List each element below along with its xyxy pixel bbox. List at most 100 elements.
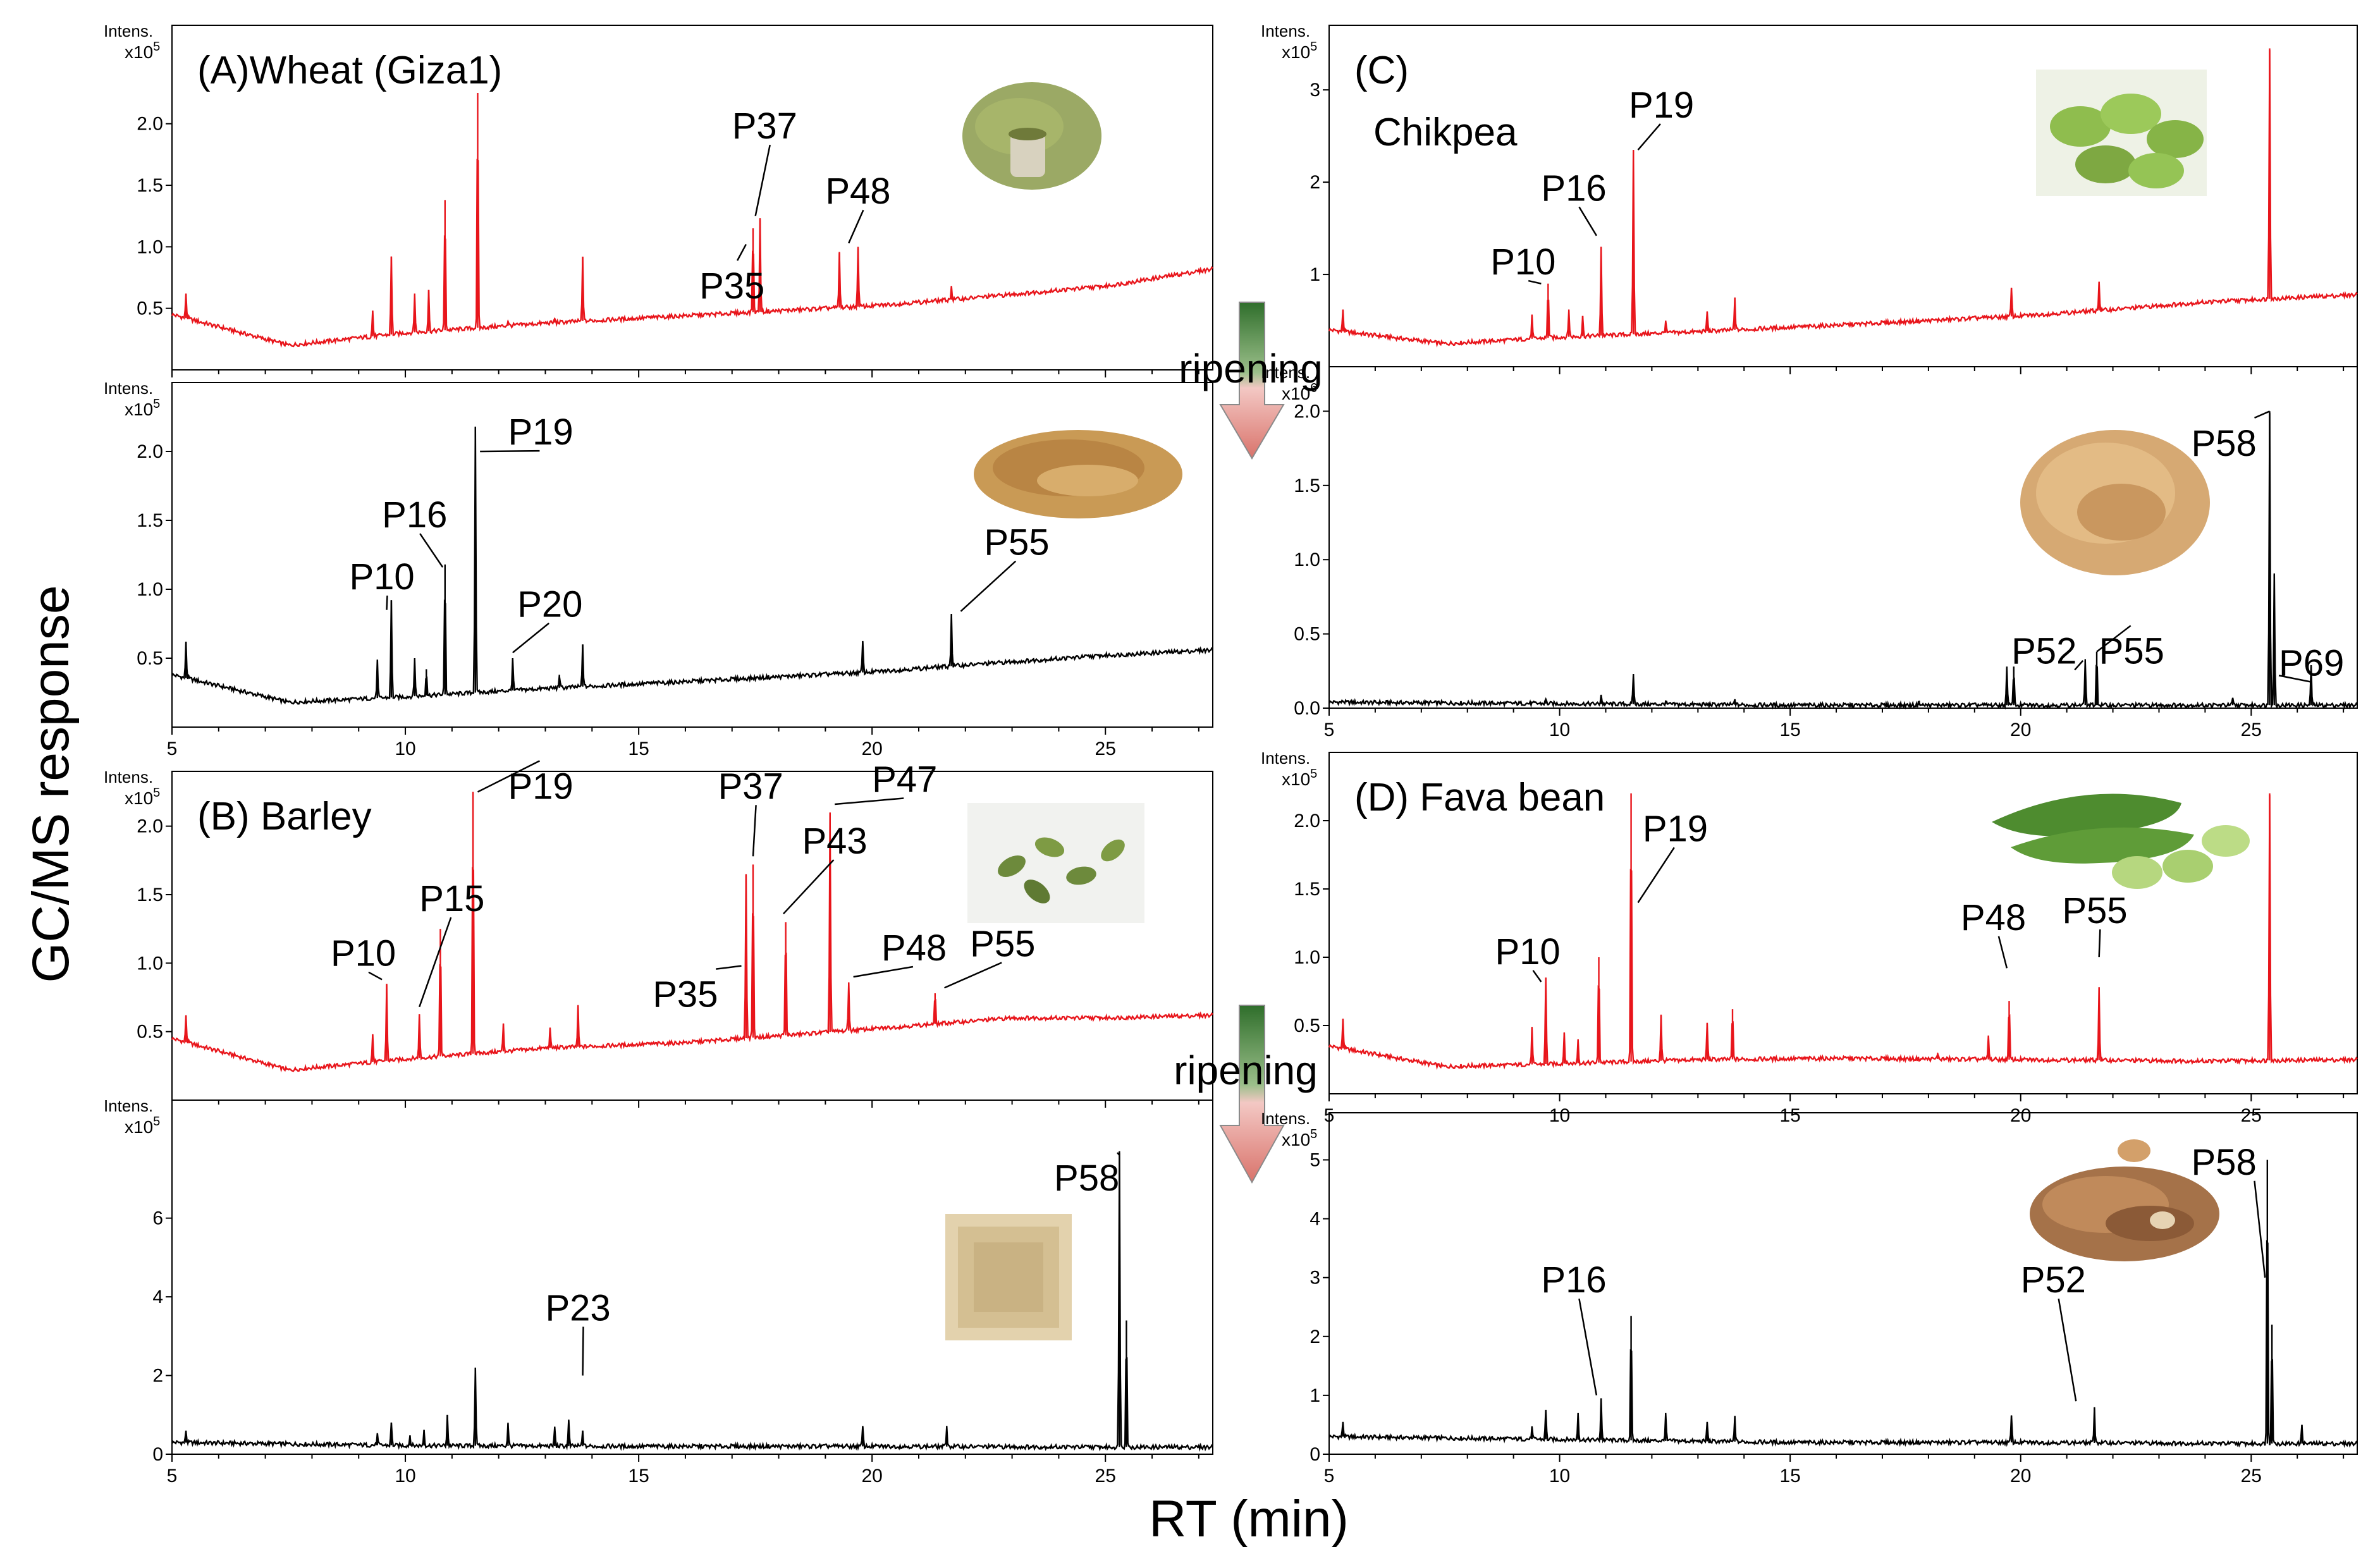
- peak-leader: [1532, 970, 1542, 983]
- x-tick-label: 15: [1779, 1105, 1800, 1126]
- y-tick-label: 2: [1310, 1326, 1320, 1347]
- intens-label: Intens.: [1261, 1109, 1310, 1128]
- x-tick-label: 15: [1779, 720, 1800, 740]
- peak-label: P37: [732, 106, 797, 147]
- chromatogram-trace: [171, 158, 1213, 348]
- chromatogram-trace: [1328, 413, 2358, 710]
- barley-mature-photo: [945, 1214, 1072, 1340]
- y-tick-label: 0: [1310, 1444, 1320, 1465]
- fava-mature-photo: [2030, 1139, 2219, 1261]
- peak-label: P58: [1054, 1158, 1119, 1199]
- panel-subtitle: Chikpea: [1373, 111, 1518, 154]
- peak-label: P16: [382, 494, 447, 536]
- peak-label: P16: [1541, 1259, 1606, 1301]
- peak-label: P52: [2021, 1259, 2086, 1301]
- peak-label: P10: [349, 556, 414, 597]
- x-tick-label: 15: [1779, 1466, 1800, 1486]
- y-tick-label: 2.0: [137, 441, 163, 462]
- chromatogram-trace: [1328, 795, 2358, 1070]
- y-tick-label: 2.0: [1294, 811, 1320, 831]
- x-tick-label: 10: [1549, 1105, 1570, 1126]
- chromatogram-trace: [1328, 50, 2358, 348]
- peak-leader: [582, 1326, 584, 1376]
- panel-frame: [1328, 366, 2358, 709]
- chromatogram-trace: [171, 1153, 1213, 1452]
- peak-label: P20: [517, 584, 582, 625]
- y-tick-label: 2: [1310, 172, 1320, 193]
- peak-leader: [1997, 936, 2008, 969]
- peak-leader: [2098, 929, 2101, 958]
- peak-label: P16: [1541, 168, 1606, 209]
- peak-leader: [1578, 206, 1597, 236]
- peak-leader: [1637, 847, 1675, 903]
- ripening-arrow-top: [1219, 302, 1285, 460]
- ripening-label-top: ripening: [1179, 346, 1323, 391]
- ripening-arrow-bottom: [1219, 1005, 1285, 1184]
- x-tick-label: 15: [628, 1466, 649, 1486]
- x-tick-label: 20: [861, 1466, 882, 1486]
- chromatogram-trace: [1328, 1240, 2358, 1449]
- y-tick-label: 1: [1310, 264, 1320, 285]
- peak-label: P19: [508, 412, 573, 453]
- peak-label: P19: [1643, 808, 1708, 849]
- peak-leader: [1528, 279, 1542, 285]
- panel-title: (C): [1354, 49, 1409, 92]
- y-tick-label: 1.5: [137, 885, 163, 905]
- peak-label: P43: [802, 821, 867, 862]
- peak-label: P10: [331, 933, 396, 974]
- peak-leader: [783, 859, 835, 915]
- peak-leader: [2254, 1180, 2266, 1278]
- peak-leader: [368, 971, 383, 981]
- x-tick-label: 5: [1324, 1466, 1335, 1486]
- y-tick-label: 1.5: [1294, 879, 1320, 900]
- y-tick-label: 1.0: [1294, 549, 1320, 570]
- peak-label: P35: [699, 266, 764, 307]
- chickpea-green-photo: [2036, 70, 2207, 196]
- panel-frame: [171, 1099, 1213, 1455]
- y-tick-label: 0.5: [1294, 624, 1320, 645]
- peak-leader: [960, 560, 1017, 612]
- y-tick-label: 3: [1310, 80, 1320, 101]
- x-tick-label: 25: [1095, 738, 1116, 759]
- ripening-label-bottom: ripening: [1174, 1048, 1318, 1093]
- peak-label: P37: [718, 766, 783, 807]
- x-tick-label: 10: [1549, 1466, 1570, 1486]
- peak-leader: [2074, 660, 2084, 671]
- y-tick-label: 2.0: [1294, 401, 1320, 422]
- y-tick-label: 2: [152, 1366, 163, 1387]
- y-tick-label: 0.5: [1294, 1015, 1320, 1036]
- peak-leader: [2096, 625, 2132, 652]
- x-tick-label: 25: [1095, 1466, 1116, 1486]
- x-tick-label: 5: [167, 1466, 178, 1486]
- peak-leader: [2058, 1298, 2077, 1402]
- fava-green-photo: [1992, 793, 2250, 889]
- peak-leader: [944, 962, 1002, 989]
- wheat-green-photo: [962, 82, 1101, 190]
- y-tick-label: 3: [1310, 1268, 1320, 1289]
- peak-leader: [853, 965, 914, 978]
- peak-label: P48: [881, 928, 947, 969]
- y-tick-label: 2.0: [137, 114, 163, 135]
- peak-label: P48: [1961, 897, 2026, 938]
- peak-label: P47: [872, 759, 937, 800]
- peak-leader: [716, 965, 742, 970]
- wheat-mature-photo: [974, 430, 1182, 518]
- peak-leader: [1578, 1298, 1598, 1396]
- x-tick-label: 5: [167, 738, 178, 759]
- y-tick-label: 1.5: [1294, 475, 1320, 496]
- peak-leader: [752, 805, 757, 857]
- x-tick-label: 25: [2241, 1466, 2262, 1486]
- x-tick-label: 10: [395, 1466, 415, 1486]
- y-tick-label: 0.5: [137, 1022, 163, 1043]
- y-tick-label: 1.5: [137, 510, 163, 531]
- peak-leader: [419, 917, 452, 1008]
- peak-label: P10: [1490, 242, 1555, 283]
- figure-y-label: GC/MS response: [22, 585, 80, 983]
- peak-leader: [1117, 1152, 1120, 1156]
